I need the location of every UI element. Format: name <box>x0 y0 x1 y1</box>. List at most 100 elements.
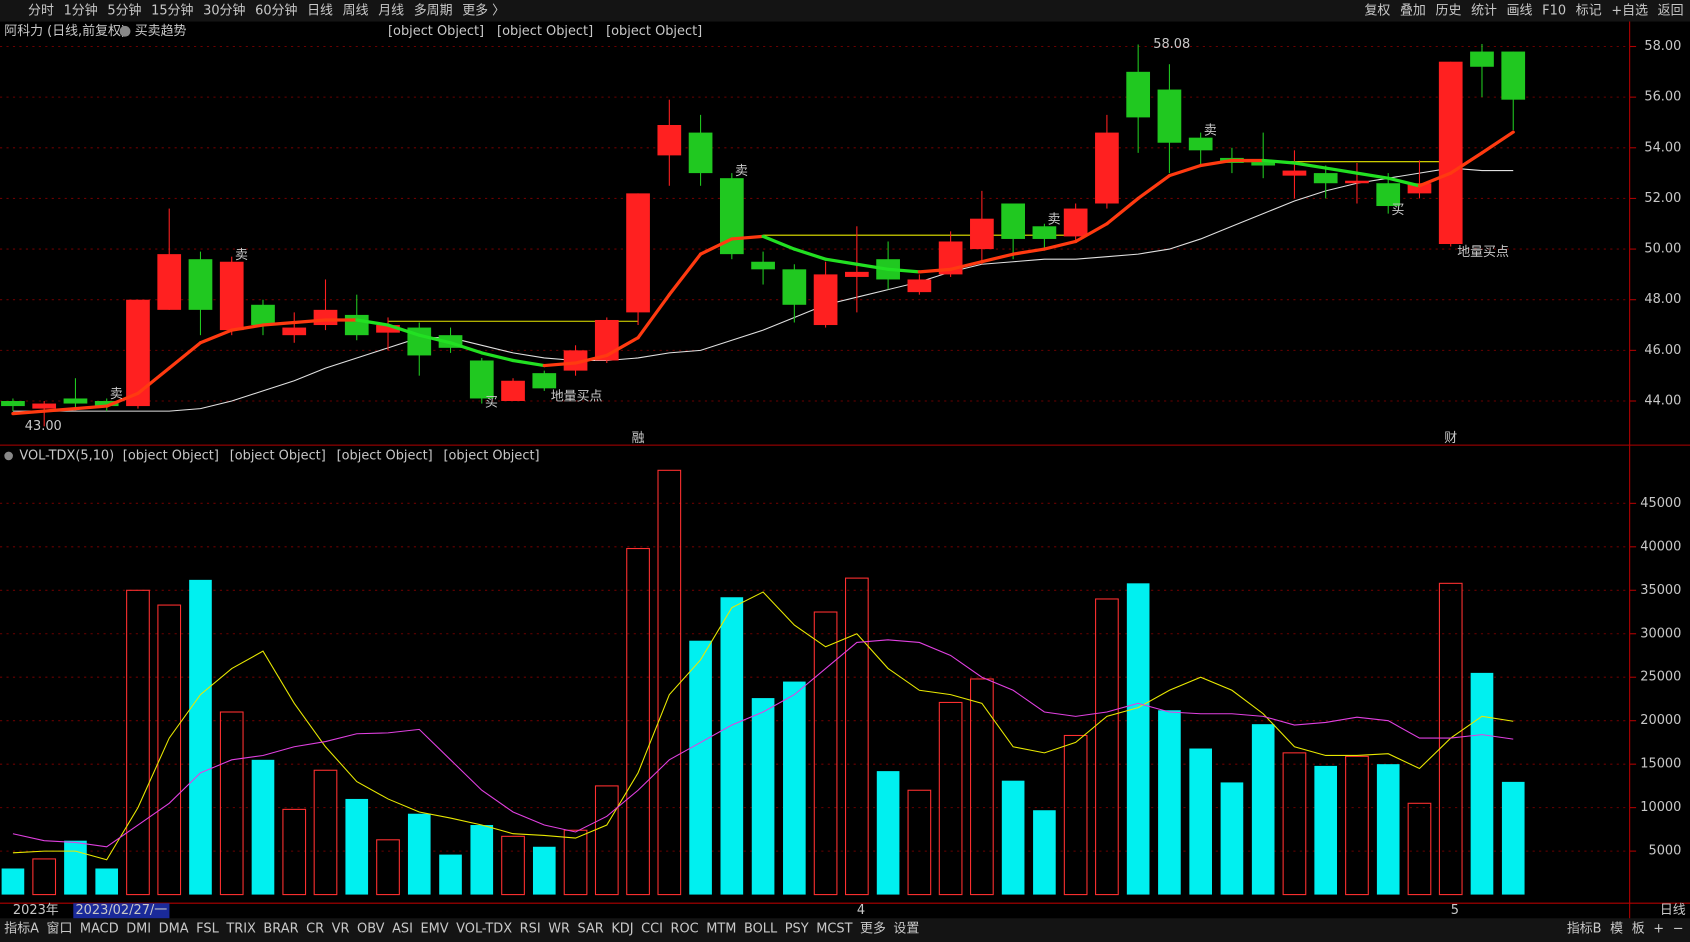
tool-button[interactable]: 历史 <box>1436 3 1462 18</box>
date-label: 2023/02/27/一 <box>75 903 167 918</box>
indicator-tab[interactable]: OBV <box>357 922 385 937</box>
indicator-tab[interactable]: CCI <box>641 922 663 937</box>
period-button[interactable]: 5分钟 <box>107 2 141 18</box>
volume-bar <box>1095 598 1119 896</box>
trend-segment <box>1261 158 1297 165</box>
high-mark: 58.08 <box>1153 37 1190 52</box>
volume-bar <box>1063 734 1088 896</box>
trend-segment <box>1167 163 1203 178</box>
period-button[interactable]: 多周期 <box>414 3 453 18</box>
tool-button[interactable]: 复权 <box>1364 2 1390 18</box>
trend-segment <box>917 267 953 274</box>
sell-signal: 卖 <box>235 248 248 263</box>
tool-button[interactable]: 叠加 <box>1400 3 1426 18</box>
sell-signal: 卖 <box>735 164 748 179</box>
trend-segment <box>42 406 78 413</box>
indicator-tab[interactable]: MTM <box>706 922 736 937</box>
indicator-icon[interactable] <box>119 25 131 37</box>
volume-bar <box>1314 765 1338 895</box>
indicator-tab[interactable]: 设置 <box>893 922 919 937</box>
tool-button[interactable]: 标记 <box>1576 3 1602 18</box>
candle-body <box>188 259 213 310</box>
candle-body <box>282 327 307 336</box>
period-button[interactable]: 月线 <box>378 3 404 18</box>
tab-right[interactable]: + <box>1653 922 1664 937</box>
floor-signal: 地量买点 <box>1457 245 1509 260</box>
indicator-tab[interactable]: CR <box>306 922 324 937</box>
candle-body <box>657 124 682 156</box>
trend-segment <box>1074 222 1109 244</box>
volume-bar <box>313 769 338 896</box>
indicator-tab[interactable]: FSL <box>196 922 219 937</box>
indicator-name[interactable]: 买卖趋势 <box>135 23 187 39</box>
volume-bar <box>1251 724 1275 895</box>
indicator-tab[interactable]: ROC <box>671 922 699 937</box>
volume-bar <box>126 589 150 896</box>
indicator-tab[interactable]: PSY <box>785 922 809 937</box>
volume-bar <box>1407 802 1432 896</box>
indicator-tab[interactable]: TRIX <box>225 922 256 937</box>
period-button[interactable]: 30分钟 <box>203 2 245 18</box>
period-button[interactable]: 更多 〉 <box>462 3 505 18</box>
indicator-tab[interactable]: MACD <box>80 922 119 937</box>
volume-bar <box>813 611 838 896</box>
indicator-tab[interactable]: SAR <box>578 922 604 937</box>
tool-button[interactable]: 返回 <box>1658 3 1684 18</box>
trend-segment <box>1324 166 1359 175</box>
indicator-tab[interactable]: BOLL <box>744 922 778 937</box>
indicator-tab[interactable]: KDJ <box>611 922 633 937</box>
indicator-tab[interactable]: 指标A <box>4 922 39 937</box>
date-label: 2023年 <box>13 903 59 918</box>
volume-ma <box>12 591 1514 861</box>
period-button[interactable]: 分时 <box>28 3 54 18</box>
legend-text: [object Object] <box>230 448 326 463</box>
period-button[interactable]: 60分钟 <box>255 2 297 18</box>
volume-bar <box>1126 583 1150 895</box>
candle-body <box>1126 71 1151 118</box>
trend-segment <box>1105 196 1140 226</box>
indicator-tab[interactable]: WR <box>548 922 570 937</box>
tool-button[interactable]: +自选 <box>1611 3 1648 18</box>
indicator-tab[interactable]: BRAR <box>263 922 298 937</box>
indicator-tab[interactable]: ASI <box>392 922 413 937</box>
period-button[interactable]: 15分钟 <box>151 2 193 18</box>
indicator-tab[interactable]: 更多 <box>860 922 886 937</box>
indicator-tab[interactable]: EMV <box>420 922 448 937</box>
trend-segment <box>823 257 859 266</box>
candle-body <box>376 325 400 333</box>
period-button[interactable]: 1分钟 <box>64 2 98 18</box>
trend-segment <box>448 341 484 355</box>
indicator-tab[interactable]: VOL-TDX <box>456 922 512 937</box>
trend-segment <box>792 247 828 261</box>
indicator-tab[interactable]: DMA <box>159 922 189 937</box>
candle-body <box>313 309 338 326</box>
candle-body <box>1438 61 1463 245</box>
buy-signal: 买 <box>485 395 498 410</box>
period-button[interactable]: 周线 <box>343 3 369 18</box>
indicator-tab[interactable]: DMI <box>126 922 151 937</box>
candle-body <box>1407 183 1432 194</box>
tab-right[interactable]: − <box>1673 922 1684 937</box>
volume-bar <box>376 839 400 896</box>
candle-body <box>813 274 838 326</box>
candle-body <box>938 241 963 275</box>
vol-icon[interactable] <box>4 451 13 461</box>
tool-button[interactable]: F10 <box>1542 3 1566 18</box>
tool-button[interactable]: 画线 <box>1507 3 1533 18</box>
indicator-tab[interactable]: 窗口 <box>47 921 73 937</box>
date-label: 4 <box>857 903 865 918</box>
tab-right[interactable]: 模 <box>1610 922 1623 937</box>
period-button[interactable]: 日线 <box>307 3 333 18</box>
tab-right[interactable]: 板 <box>1632 922 1645 937</box>
indicator-tab[interactable]: MCST <box>816 922 852 937</box>
indicator-tab[interactable]: VR <box>332 922 350 937</box>
sell-signal: 卖 <box>1204 124 1217 139</box>
stock-title: 阿科力 (日线,前复权) <box>4 23 126 39</box>
indicator-tab[interactable]: RSI <box>520 922 541 937</box>
volume-bar <box>970 678 994 896</box>
tool-button[interactable]: 统计 <box>1471 3 1497 18</box>
y-tick-label: 58.00 <box>1644 39 1681 54</box>
tab-right[interactable]: 指标B <box>1567 922 1602 937</box>
candle-body <box>532 373 557 389</box>
trend-segment <box>511 358 546 368</box>
